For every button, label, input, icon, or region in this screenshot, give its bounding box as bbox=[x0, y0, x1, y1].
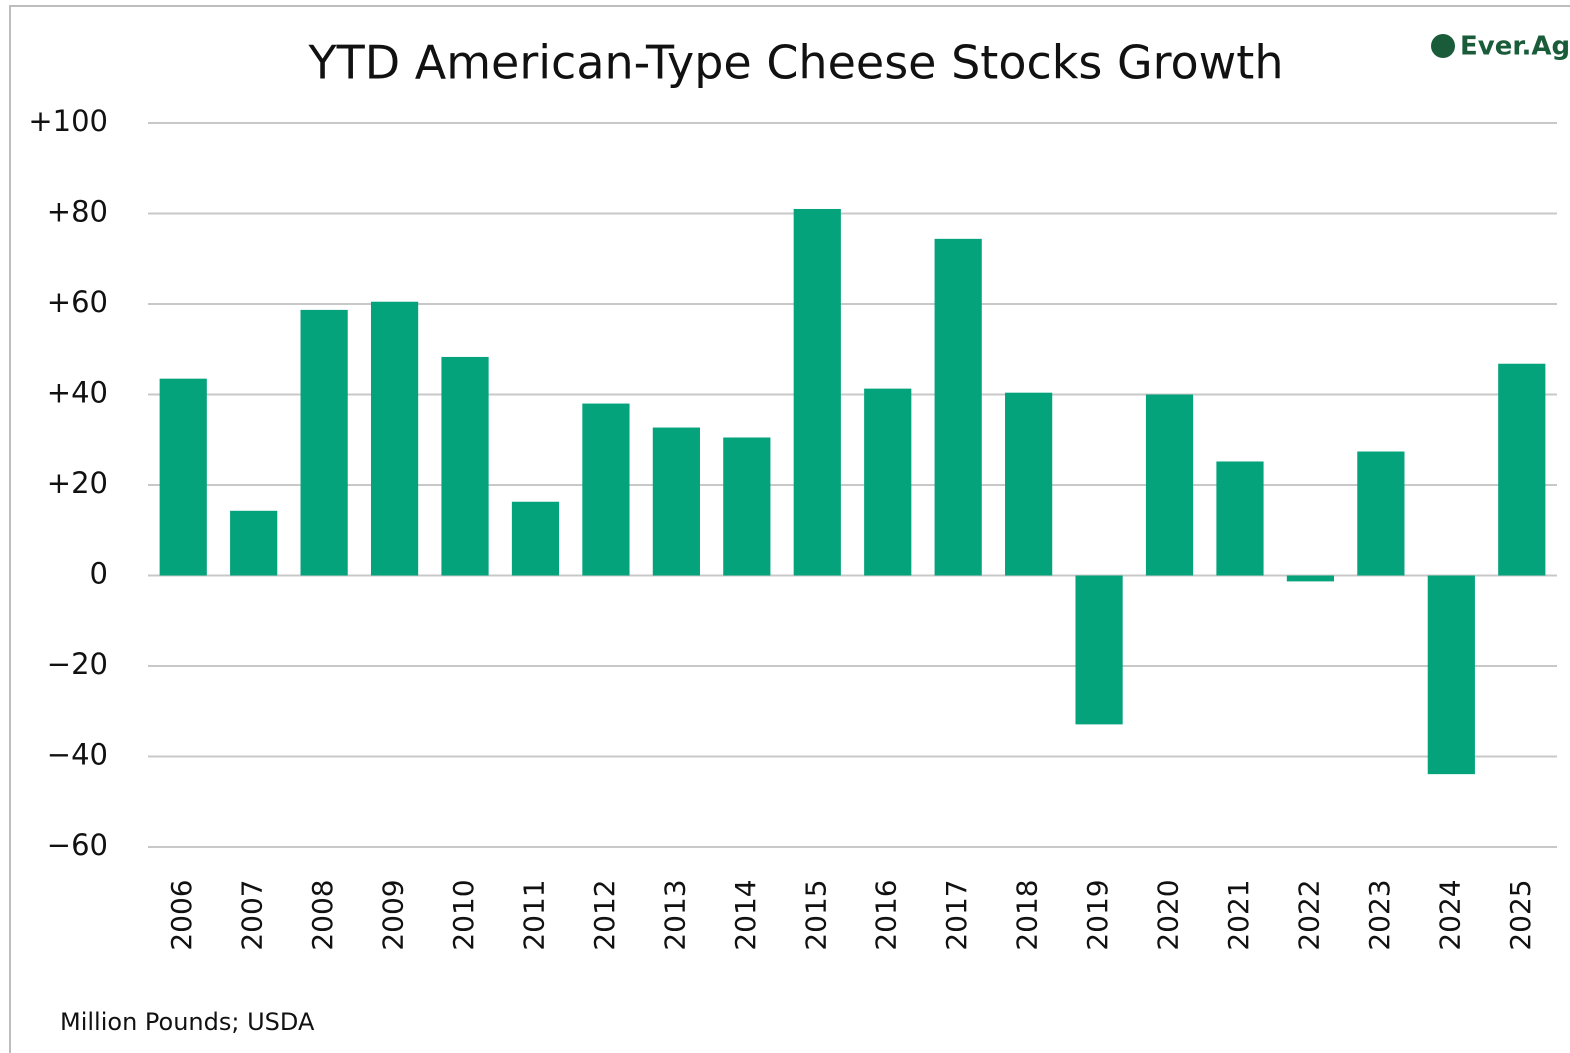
y-tick-label: −60 bbox=[47, 828, 108, 862]
x-tick-label: 2017 bbox=[940, 879, 973, 950]
bar bbox=[723, 437, 771, 576]
x-tick-label: 2014 bbox=[729, 879, 762, 950]
x-tick-label: 2013 bbox=[658, 879, 691, 950]
y-tick-label: +80 bbox=[47, 195, 108, 229]
y-tick-label: −40 bbox=[47, 738, 108, 772]
x-tick-label: 2025 bbox=[1504, 879, 1537, 950]
bar bbox=[1286, 575, 1335, 582]
x-tick-label: 2021 bbox=[1222, 879, 1255, 950]
bar bbox=[652, 427, 700, 576]
chart-title: YTD American-Type Cheese Stocks Growth bbox=[308, 36, 1284, 90]
x-tick-label: 2022 bbox=[1292, 879, 1325, 950]
logo-text: Ever.Ag bbox=[1460, 32, 1570, 62]
x-tick-label: 2009 bbox=[377, 879, 410, 950]
bar bbox=[1145, 394, 1194, 576]
x-tick-label: 2023 bbox=[1363, 879, 1396, 950]
y-tick-label: +20 bbox=[47, 466, 108, 500]
bar bbox=[1357, 451, 1405, 576]
bar bbox=[793, 208, 841, 576]
logo-icon bbox=[1431, 34, 1455, 58]
bar bbox=[1498, 363, 1546, 576]
logo: Ever.Ag bbox=[1431, 32, 1570, 62]
bar bbox=[230, 510, 278, 576]
x-tick-label: 2006 bbox=[165, 879, 198, 950]
x-tick-label: 2012 bbox=[588, 879, 621, 950]
x-tick-label: 2010 bbox=[447, 879, 480, 950]
bar bbox=[1427, 575, 1475, 775]
bar bbox=[300, 309, 348, 576]
x-tick-label: 2024 bbox=[1433, 879, 1466, 950]
footnote: Million Pounds; USDA bbox=[60, 1008, 315, 1036]
bar bbox=[370, 301, 419, 576]
x-tick-label: 2015 bbox=[799, 879, 832, 950]
x-tick-label: 2020 bbox=[1152, 879, 1185, 950]
x-tick-label: 2018 bbox=[1011, 879, 1044, 950]
x-tick-label: 2007 bbox=[236, 879, 269, 950]
y-tick-label: −20 bbox=[47, 647, 108, 681]
y-tick-label: +60 bbox=[47, 285, 108, 319]
bar bbox=[582, 403, 630, 576]
bar bbox=[934, 238, 982, 576]
x-tick-label: 2016 bbox=[870, 879, 903, 950]
bar bbox=[511, 501, 560, 576]
x-tick-label: 2011 bbox=[517, 879, 550, 950]
bar bbox=[1216, 461, 1264, 576]
bar bbox=[864, 388, 912, 576]
frame bbox=[9, 5, 1570, 1053]
x-tick-label: 2019 bbox=[1081, 879, 1114, 950]
y-tick-label: +100 bbox=[28, 104, 108, 138]
bar bbox=[1005, 392, 1053, 576]
bar bbox=[441, 356, 489, 576]
x-tick-label: 2008 bbox=[306, 879, 339, 950]
bar bbox=[1075, 575, 1123, 725]
y-tick-label: 0 bbox=[90, 557, 108, 591]
y-tick-label: +40 bbox=[47, 376, 108, 410]
bar bbox=[159, 378, 207, 576]
